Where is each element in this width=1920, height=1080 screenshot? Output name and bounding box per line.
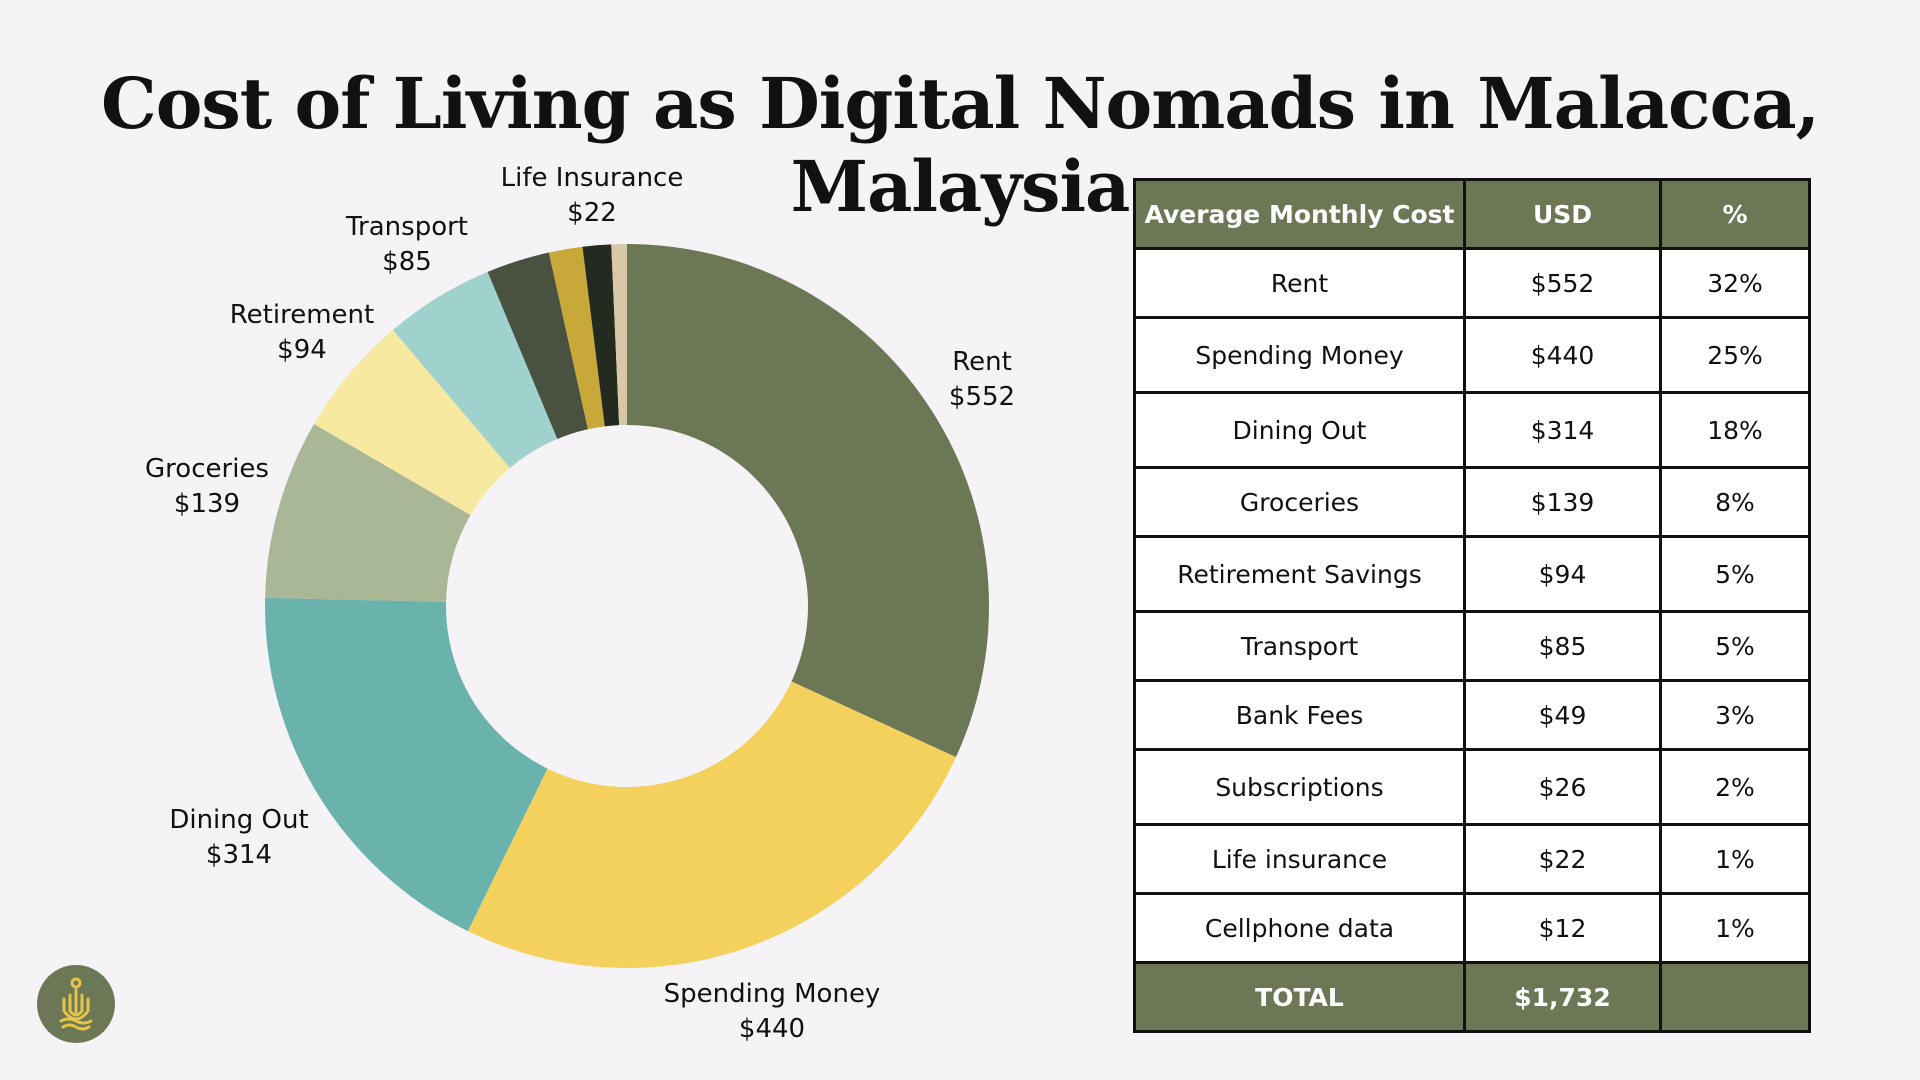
percent-cell: 25%	[1659, 316, 1811, 394]
donut-slice-8	[582, 244, 620, 427]
usd-cell: $440	[1463, 316, 1662, 394]
table-row: Cellphone data $12 1%	[1133, 892, 1811, 964]
total-percent	[1659, 961, 1811, 1033]
slice-label: Groceries $139	[145, 452, 269, 522]
slice-label: Dining Out $314	[169, 803, 308, 873]
category-cell: Bank Fees	[1133, 679, 1466, 751]
donut-slice-2	[265, 597, 548, 932]
cost-table: Average Monthly Cost USD % Rent $552 32% Sp…	[1133, 178, 1811, 1033]
category-cell: Cellphone data	[1133, 892, 1466, 964]
usd-cell: $94	[1463, 535, 1662, 613]
slice-label-name: Life Insurance	[500, 162, 684, 193]
table-row: Groceries $139 8%	[1133, 466, 1811, 538]
table-body: Rent $552 32% Spending Money $440 25% Dining O…	[1133, 247, 1811, 964]
slice-label-name: Spending Money	[663, 978, 881, 1009]
table-row: Life insurance $22 1%	[1133, 823, 1811, 895]
slice-label: Life Insurance $22	[501, 161, 684, 231]
donut-chart	[265, 244, 990, 968]
category-cell: Dining Out	[1133, 391, 1466, 469]
category-cell: Spending Money	[1133, 316, 1466, 394]
table-total-row: TOTAL $1,732	[1133, 961, 1811, 1033]
table-header-row: Average Monthly Cost USD %	[1133, 178, 1811, 250]
slice-label-value: $94	[277, 335, 327, 365]
total-usd: $1,732	[1463, 961, 1662, 1033]
donut-slice-6	[487, 252, 588, 439]
usd-cell: $85	[1463, 610, 1662, 682]
percent-cell: 2%	[1659, 748, 1811, 826]
slice-label: Rent $552	[949, 345, 1015, 415]
usd-cell: $314	[1463, 391, 1662, 469]
table-row: Spending Money $440 25%	[1133, 316, 1811, 394]
slice-label-value: $85	[382, 247, 432, 277]
slice-label-value: $314	[205, 840, 273, 870]
category-cell: Groceries	[1133, 466, 1466, 538]
percent-cell: 32%	[1659, 247, 1811, 319]
category-cell: Retirement Savings	[1133, 535, 1466, 613]
usd-cell: $26	[1463, 748, 1662, 826]
table-row: Retirement Savings $94 5%	[1133, 535, 1811, 613]
page-title: Cost of Living as Digital Nomads in Mala…	[100, 62, 1820, 228]
slice-label-name: Dining Out	[169, 804, 309, 835]
slice-label-value: $139	[173, 489, 241, 519]
slice-label-value: $22	[567, 198, 617, 228]
total-label: TOTAL	[1133, 961, 1466, 1033]
slice-label-value: $552	[948, 382, 1016, 412]
usd-cell: $12	[1463, 892, 1662, 964]
table-row: Bank Fees $49 3%	[1133, 679, 1811, 751]
table-row: Rent $552 32%	[1133, 247, 1811, 319]
percent-cell: 1%	[1659, 823, 1811, 895]
slice-label-name: Rent	[952, 346, 1012, 377]
usd-cell: $22	[1463, 823, 1662, 895]
category-cell: Transport	[1133, 610, 1466, 682]
usd-cell: $49	[1463, 679, 1662, 751]
percent-cell: 18%	[1659, 391, 1811, 469]
category-cell: Life insurance	[1133, 823, 1466, 895]
usd-cell: $552	[1463, 247, 1662, 319]
donut-slice-1	[467, 681, 956, 968]
percent-cell: 5%	[1659, 610, 1811, 682]
header-percent: %	[1659, 178, 1811, 250]
usd-cell: $139	[1463, 466, 1662, 538]
donut-slice-4	[314, 329, 510, 516]
category-cell: Subscriptions	[1133, 748, 1466, 826]
percent-cell: 1%	[1659, 892, 1811, 964]
percent-cell: 3%	[1659, 679, 1811, 751]
slice-label: Transport $85	[346, 210, 468, 280]
donut-slice-3	[265, 424, 471, 602]
slice-label-name: Transport	[345, 211, 469, 242]
donut-slice-0	[627, 244, 990, 758]
nomad-logo-icon	[37, 965, 115, 1043]
donut-slice-7	[548, 246, 605, 430]
percent-cell: 5%	[1659, 535, 1811, 613]
table-row: Subscriptions $26 2%	[1133, 748, 1811, 826]
donut-slice-5	[392, 271, 558, 468]
slice-label-name: Retirement	[229, 299, 375, 330]
donut-slice-9	[611, 244, 627, 426]
category-cell: Rent	[1133, 247, 1466, 319]
table-row: Dining Out $314 18%	[1133, 391, 1811, 469]
slice-label: Retirement $94	[230, 298, 374, 368]
slice-label: Spending Money $440	[664, 977, 881, 1047]
header-usd: USD	[1463, 178, 1662, 250]
slice-label-value: $440	[738, 1014, 806, 1044]
header-category: Average Monthly Cost	[1133, 178, 1466, 250]
slice-label-name: Groceries	[145, 453, 269, 484]
table-row: Transport $85 5%	[1133, 610, 1811, 682]
percent-cell: 8%	[1659, 466, 1811, 538]
